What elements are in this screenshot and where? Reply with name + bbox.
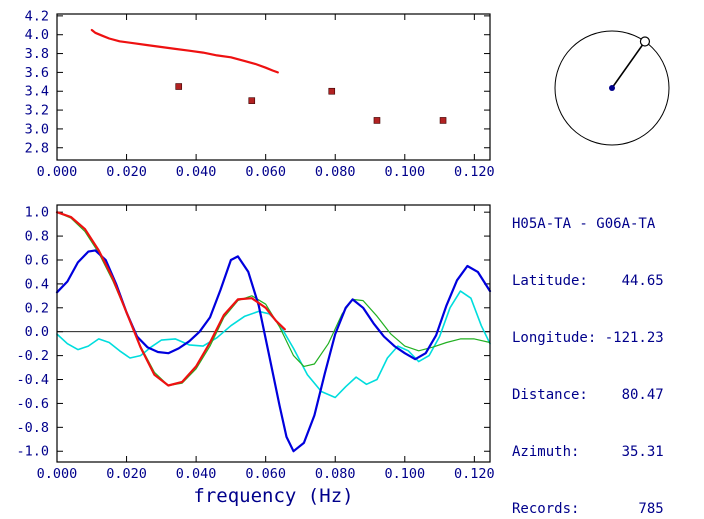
azimuth-indicator [554, 30, 670, 146]
y-tick-label: -1.0 [16, 444, 49, 460]
x-tick-label: 0.060 [245, 164, 286, 180]
center-station-dot [609, 85, 615, 91]
y-tick-label: -0.2 [16, 348, 49, 364]
x-tick-label: 0.100 [384, 466, 425, 482]
x-tick-label: 0.020 [106, 466, 147, 482]
plot-frame [56, 204, 491, 463]
x-tick-label: 0.080 [315, 164, 356, 180]
records-line: Records: 785 [512, 501, 664, 517]
plot-frame [56, 13, 491, 161]
x-tick-label: 0.120 [454, 466, 495, 482]
y-tick-label: 4.0 [25, 27, 49, 43]
x-tick-label: 0.000 [37, 164, 78, 180]
series-phase-velocity-curve [90, 28, 279, 74]
y-tick-label: 2.8 [25, 140, 49, 156]
remote-station-marker [639, 36, 651, 47]
longitude-line: Longitude: -121.23 [512, 330, 664, 346]
y-tick-label: 3.0 [25, 121, 49, 137]
station-info-panel: H05A-TA - G06A-TA Latitude: 44.65 Longit… [512, 177, 664, 519]
data-point-marker [175, 83, 183, 90]
x-axis-label: frequency (Hz) [193, 485, 353, 507]
station-pair-title: H05A-TA - G06A-TA [512, 216, 656, 232]
series-red-bessel-fit [55, 211, 286, 387]
series-velocity-measurements [175, 83, 447, 124]
series-blue-observed [55, 249, 492, 453]
y-tick-label: 0.2 [25, 300, 49, 316]
y-tick-label: 1.0 [25, 205, 49, 221]
x-tick-label: 0.020 [106, 164, 147, 180]
frequency-correlation-plot: 0.000 0.020 0.040 0.060 0.080 0.100 0.120 -1.0 -… [16, 204, 495, 507]
data-point-marker [373, 117, 381, 124]
distance-line: Distance: 80.47 [512, 387, 664, 403]
y-tick-label: 0.6 [25, 252, 49, 268]
y-tick-label: -0.4 [16, 372, 49, 388]
azimuth-line [611, 41, 646, 89]
data-point-marker [248, 97, 256, 104]
y-tick-label: 0.8 [25, 229, 49, 245]
latitude-line: Latitude: 44.65 [512, 273, 664, 289]
y-tick-label: 3.8 [25, 46, 49, 62]
x-tick-label: 0.080 [315, 466, 356, 482]
x-tick-label: 0.000 [37, 466, 78, 482]
y-tick-label: 0.0 [25, 324, 49, 340]
azimuth-line: Azimuth: 35.31 [512, 444, 664, 460]
y-tick-label: 4.2 [25, 8, 49, 24]
y-tick-label: -0.6 [16, 396, 49, 412]
y-tick-label: 3.4 [25, 84, 49, 100]
y-tick-label: 3.6 [25, 65, 49, 81]
data-point-marker [328, 87, 336, 95]
y-tick-label: 3.2 [25, 103, 49, 119]
x-tick-label: 0.040 [176, 164, 217, 180]
data-point-marker [439, 117, 447, 124]
y-tick-label: 0.4 [25, 276, 49, 292]
azimuth-circle [554, 30, 670, 146]
y-tick-label: -0.8 [16, 420, 49, 436]
x-tick-label: 0.100 [384, 164, 425, 180]
velocity-dispersion-plot: 0.000 0.020 0.040 0.060 0.080 0.100 0.120 2.8 3.… [25, 8, 495, 180]
x-tick-label: 0.120 [454, 164, 495, 180]
x-tick-label: 0.040 [176, 466, 217, 482]
x-tick-label: 0.060 [245, 466, 286, 482]
